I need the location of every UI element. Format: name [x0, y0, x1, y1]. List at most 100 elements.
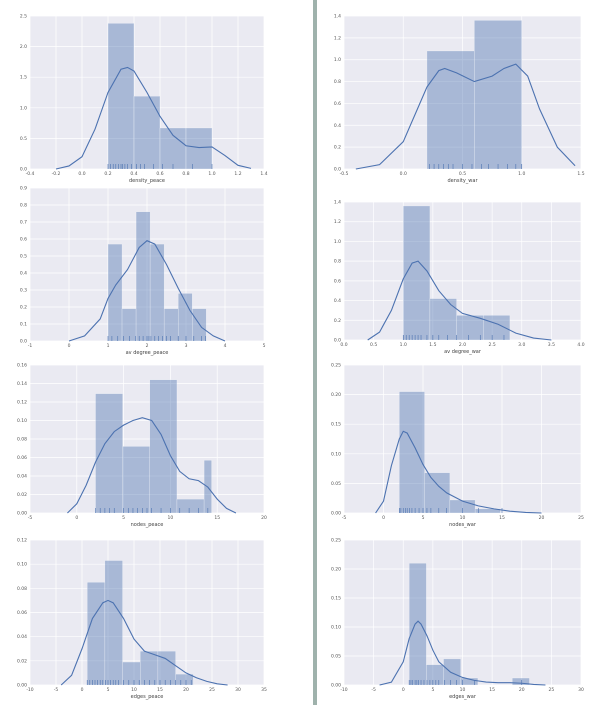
kde-curve	[375, 430, 542, 514]
y-tick-label: 1.2	[334, 219, 341, 225]
y-tick-label: 1.2	[334, 35, 341, 41]
x-tick-label: 10	[460, 515, 466, 521]
x-tick-label: 1.0	[208, 171, 215, 177]
y-tick-label: 0.02	[17, 658, 27, 664]
histogram-bar	[176, 498, 205, 514]
x-tick-label: 0.4	[130, 171, 137, 177]
x-axis-label: edges_peace	[131, 694, 164, 700]
y-tick-label: 0.04	[17, 474, 27, 480]
chart-nodes-peace: -5 0 5 10 15 20 0.00 0.02 0.04 0.06 0.08 0.10 0.12 0.…	[17, 363, 267, 529]
x-tick-label: 1.0	[400, 342, 407, 348]
y-tick-label: 0.25	[331, 538, 341, 544]
y-tick-label: 0.14	[17, 381, 27, 387]
histogram-bar	[399, 391, 425, 514]
x-axis-label: av degree_peace	[126, 350, 169, 356]
x-tick-label: 0.5	[459, 171, 466, 177]
x-tick-label: 1.4	[260, 171, 267, 177]
x-tick-label: -10	[26, 687, 33, 693]
histogram-bar	[429, 298, 457, 341]
histogram-bar	[185, 127, 213, 170]
kde-curve	[379, 620, 546, 686]
y-tick-label: 1.4	[334, 200, 341, 206]
kde-curve	[68, 240, 226, 342]
y-tick-label: 0.6	[334, 278, 341, 284]
y-tick-label: 0.10	[17, 418, 27, 424]
histogram-bar	[135, 211, 151, 342]
y-tick-label: 0.20	[331, 567, 341, 573]
x-tick-label: 1.5	[429, 342, 436, 348]
y-tick-label: 0.15	[331, 596, 341, 602]
y-tick-label: 0.25	[331, 363, 341, 369]
y-tick-label: 0.06	[17, 610, 27, 616]
y-tick-label: 0.12	[17, 538, 27, 544]
y-tick-label: 0.12	[17, 400, 27, 406]
histogram-bar	[107, 23, 135, 170]
x-axis-label: av degree_war	[444, 349, 482, 355]
y-tick-label: 0.7	[20, 220, 27, 226]
histogram-bar	[122, 661, 141, 686]
y-tick-label: 0.05	[331, 654, 341, 660]
histogram-bar	[157, 650, 176, 686]
histogram-bar	[133, 95, 161, 170]
y-tick-label: 0.0	[334, 167, 341, 173]
y-tick-label: 0.16	[17, 363, 27, 369]
y-tick-label: 1.5	[20, 75, 27, 81]
y-tick-label: 0.15	[331, 422, 341, 428]
histogram-bar	[122, 446, 151, 514]
y-tick-label: 0.8	[20, 203, 27, 209]
y-tick-label: 0.6	[20, 237, 27, 243]
x-tick-label: 30	[578, 687, 584, 693]
y-tick-label: 0.0	[20, 167, 27, 173]
y-tick-label: 1.0	[334, 239, 341, 245]
y-tick-label: 1.0	[334, 57, 341, 63]
histogram-bar	[87, 582, 106, 686]
x-tick-label: 2.5	[489, 342, 496, 348]
x-tick-label: 15	[499, 515, 505, 521]
y-tick-label: 0.4	[334, 298, 341, 304]
y-tick-label: 0.00	[17, 511, 27, 517]
y-tick-label: 0.4	[334, 123, 341, 129]
x-tick-label: 10	[460, 687, 466, 693]
histogram-bar	[149, 243, 165, 342]
y-tick-label: 1.4	[334, 14, 341, 20]
x-tick-label: 0	[382, 515, 385, 521]
y-tick-label: 2.5	[20, 14, 27, 20]
x-tick-label: -5	[28, 515, 33, 521]
x-tick-label: 35	[261, 687, 267, 693]
x-tick-label: 20	[539, 515, 545, 521]
histogram-bar	[140, 650, 159, 686]
x-tick-label: 25	[549, 687, 555, 693]
x-tick-label: -0.5	[340, 171, 349, 177]
x-tick-label: 3	[185, 343, 188, 349]
x-tick-label: 0.5	[370, 342, 377, 348]
y-tick-label: 0.2	[20, 305, 27, 311]
x-tick-label: 25	[578, 515, 584, 521]
y-tick-label: 0.0	[20, 339, 27, 345]
x-tick-label: 1.0	[518, 171, 525, 177]
x-tick-label: 0	[402, 687, 405, 693]
x-axis-label: nodes_peace	[131, 522, 164, 528]
kde-curve	[67, 417, 237, 514]
chart-density-war: -0.5 0.0 0.5 1.0 1.50.00.20.40.60.81.01.21.4…	[334, 14, 585, 185]
histogram-bar	[408, 563, 427, 686]
x-tick-label: 20	[183, 687, 189, 693]
histogram-bar	[104, 560, 123, 686]
y-tick-label: 0.00	[331, 511, 341, 517]
panel-divider	[313, 0, 317, 705]
x-tick-label: -0.4	[26, 171, 35, 177]
y-tick-label: 0.9	[20, 186, 27, 192]
x-tick-label: 15	[214, 515, 220, 521]
x-tick-label: 0	[81, 687, 84, 693]
histogram-bar	[456, 315, 484, 341]
chart-density-peace: -0.4 -0.2 0.0 0.2 0.4 0.6 0.8 1.0 1.2 1.4 0.0 0.5 1.…	[20, 14, 268, 185]
histogram-bar	[460, 677, 479, 686]
y-tick-label: 0.3	[20, 288, 27, 294]
x-tick-label: 4	[224, 343, 227, 349]
y-tick-label: 0.2	[334, 318, 341, 324]
x-tick-label: -10	[340, 687, 347, 693]
x-tick-label: 20	[519, 687, 525, 693]
x-tick-label: 0.0	[400, 171, 407, 177]
y-tick-label: 0.05	[331, 481, 341, 487]
y-tick-label: 0.06	[17, 455, 27, 461]
x-tick-label: 10	[131, 687, 137, 693]
